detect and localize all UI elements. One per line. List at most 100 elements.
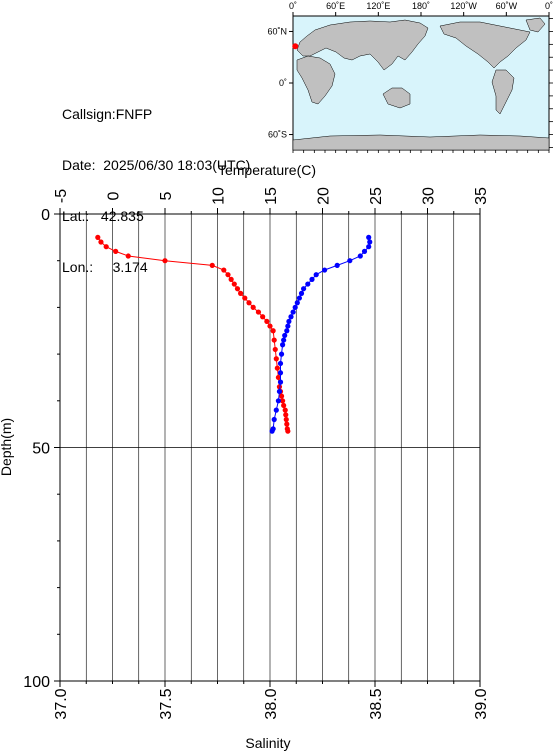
temperature-point <box>276 384 283 390</box>
temperature-point <box>284 421 290 427</box>
lon-label: Lon.: <box>62 259 94 275</box>
temperature-point <box>272 346 278 353</box>
salinity-axis: 37.0 37.5 38.0 38.5 39.0 <box>53 681 490 720</box>
temperature-point <box>264 318 270 325</box>
depth-axis: 0 50 100 <box>23 207 60 691</box>
land-australia <box>382 87 411 109</box>
map-lat-label: 0˚ <box>279 78 287 88</box>
temperature-point <box>270 328 276 334</box>
temperature-point <box>255 309 262 315</box>
temperature-point <box>246 300 252 306</box>
salinity-point <box>269 428 275 434</box>
map-lon-label: 180˚ <box>412 1 430 11</box>
temperature-tick-label: 15 <box>263 187 280 205</box>
temperature-point <box>125 253 131 259</box>
temperature-tick-label: 20 <box>316 187 333 205</box>
salinity-point <box>277 379 284 385</box>
temperature-axis-title: Temperature(C) <box>218 162 316 178</box>
temperature-point <box>285 428 291 434</box>
land-africa <box>296 55 336 105</box>
land-eurasia <box>296 19 429 71</box>
temperature-tick-label: -5 <box>53 189 70 203</box>
map-lon-label: 120˚W <box>450 1 477 11</box>
map-lon-label: 120˚E <box>366 1 390 11</box>
temperature-axis: -5 0 5 10 15 20 25 30 35 <box>53 187 490 214</box>
temperature-point <box>278 393 285 399</box>
callsign-line: Callsign:FNFP <box>62 106 250 123</box>
salinity-point <box>361 248 368 254</box>
temperature-point <box>283 416 289 423</box>
temperature-point <box>260 314 266 320</box>
depth-tick-label: 50 <box>32 441 50 458</box>
salinity-point <box>357 253 363 259</box>
map-lon-label: 60˚W <box>496 1 518 11</box>
salinity-point <box>367 239 373 245</box>
temperature-point <box>250 304 256 310</box>
salinity-tick-label: 39.0 <box>473 688 490 719</box>
salinity-point <box>286 318 292 325</box>
lat-value: 42.835 <box>100 208 144 224</box>
date-line: Date: 2025/06/30 18:03(UTC) <box>62 157 250 174</box>
salinity-point <box>313 272 319 278</box>
temperature-point <box>231 281 237 287</box>
temperature-point <box>98 239 104 245</box>
salinity-point <box>309 276 315 282</box>
salinity-point <box>294 300 300 306</box>
salinity-point <box>277 370 284 376</box>
salinity-point <box>290 309 296 315</box>
temperature-point <box>271 337 277 343</box>
salinity-point <box>296 295 302 301</box>
salinity-axis-title: Salinity <box>245 735 290 751</box>
lat-line: Lat.: 42.835 <box>62 208 250 225</box>
land-south-america <box>491 69 515 115</box>
temperature-point <box>228 276 234 282</box>
temperature-profile-line <box>97 237 289 432</box>
salinity-point <box>347 258 353 264</box>
map-axes: 0˚ 60˚E 120˚E 180˚ 120˚W 60˚W 0˚ 60˚N 0˚ 60˚S <box>267 1 553 153</box>
temperature-point <box>275 374 281 381</box>
salinity-point <box>292 304 298 310</box>
temperature-point <box>274 365 280 371</box>
salinity-point <box>298 290 305 296</box>
temperature-point <box>242 295 248 301</box>
salinity-point <box>281 337 287 343</box>
salinity-tick-label: 37.5 <box>158 688 175 719</box>
salinity-point <box>285 323 291 329</box>
lat-label: Lat.: <box>62 208 90 224</box>
temperature-point <box>221 267 227 273</box>
temperature-point <box>280 398 286 404</box>
depth-tick-label: 100 <box>23 674 50 691</box>
salinity-point <box>366 244 372 250</box>
salinity-point <box>322 267 328 273</box>
salinity-point <box>277 360 284 367</box>
temperature-point <box>209 262 215 268</box>
temperature-point <box>234 286 241 292</box>
temperature-tick-label: 0 <box>106 191 123 200</box>
salinity-point <box>366 234 372 240</box>
depth-tick-label: 0 <box>41 207 50 224</box>
temperature-point <box>162 258 168 264</box>
map-lat-label: 60˚S <box>268 130 287 140</box>
map-lon-label: 0˚ <box>545 1 553 11</box>
temperature-point <box>113 248 119 254</box>
salinity-point <box>334 262 340 268</box>
map-lat-label: 60˚N <box>267 26 287 36</box>
salinity-point <box>282 332 288 339</box>
date-value: 2025/06/30 18:03(UTC) <box>103 157 251 173</box>
callsign-label: Callsign: <box>62 106 116 122</box>
chart-grid <box>60 214 480 681</box>
salinity-point <box>275 398 281 404</box>
temperature-tick-label: 10 <box>211 187 228 205</box>
temperature-point <box>282 407 288 413</box>
temperature-point <box>281 402 287 409</box>
salinity-point <box>273 407 279 413</box>
map-lon-label: 0˚ <box>289 1 297 11</box>
temperature-point <box>283 412 289 418</box>
salinity-point <box>288 314 294 320</box>
map-lon-label: 60˚E <box>326 1 345 11</box>
salinity-point <box>276 388 283 395</box>
depth-axis-title: Depth(m) <box>0 418 14 476</box>
world-map: 0˚ 60˚E 120˚E 180˚ 120˚W 60˚W 0˚ 60˚N 0˚ 60˚S <box>267 1 553 153</box>
series-layer <box>95 234 373 434</box>
salinity-point <box>284 328 290 334</box>
